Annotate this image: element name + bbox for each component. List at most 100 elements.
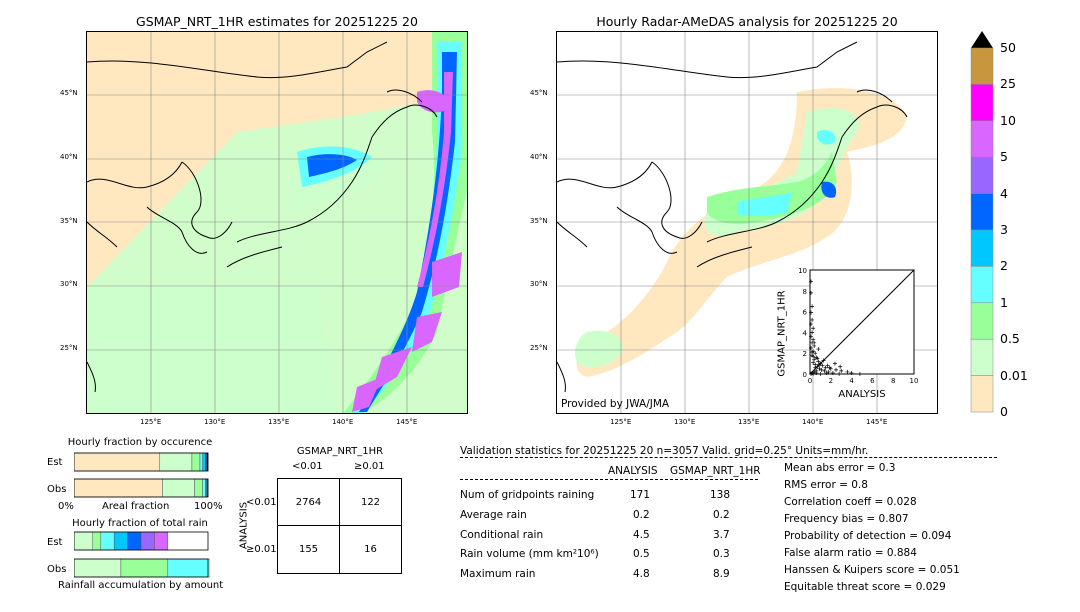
contingency-title: GSMAP_NRT_1HR (296, 446, 384, 457)
scatter-y-tick: 0 (803, 371, 807, 379)
scatter-point (811, 326, 816, 331)
validation-row-analysis: 0.2 (633, 509, 650, 521)
score-line: Mean abs error = 0.3 (784, 462, 896, 474)
lat-label: 45°N (530, 89, 548, 97)
validation-row-gsmap: 8.9 (713, 568, 730, 580)
colorbar-swatch (970, 229, 994, 267)
contingency-row-1: <0.01 (246, 497, 277, 508)
contingency-col-2: ≥0.01 (354, 461, 385, 472)
validation-header-divider (460, 479, 758, 480)
validation-row-label: Average rain (460, 509, 527, 521)
occurrence-bar-frame-est (74, 452, 209, 472)
occurrence-bar-segment (162, 478, 195, 498)
colorbar-swatch (970, 266, 994, 304)
colorbar-swatch (970, 302, 994, 340)
scatter-point (816, 359, 821, 364)
occurrence-bars (74, 452, 209, 498)
score-line: Equitable threat score = 0.029 (784, 581, 946, 593)
scatter-point (811, 372, 816, 376)
scatter-point (830, 370, 835, 375)
total-rain-bar-segment (167, 558, 210, 578)
scatter-point (817, 366, 822, 371)
colorbar-swatch (970, 193, 994, 231)
colorbar-swatch (970, 84, 994, 122)
scatter-point (827, 365, 832, 370)
scatter-y-tick: 2 (803, 350, 807, 358)
validation-row-analysis: 171 (630, 489, 651, 501)
scatter-point (849, 370, 854, 375)
scatter-point (838, 364, 843, 369)
contingency-row-2: ≥0.01 (246, 544, 277, 555)
colorbar-swatch (970, 47, 994, 85)
scatter-point (832, 361, 837, 366)
scatter-point (816, 347, 821, 352)
colorbar-swatch (970, 120, 994, 158)
lon-label: 145°E (866, 418, 888, 426)
contingency-cell: 16 (339, 525, 402, 574)
lat-label: 40°N (530, 153, 548, 161)
total-rain-est-label: Est (47, 537, 63, 548)
score-line: Frequency bias = 0.807 (784, 513, 909, 525)
scatter-point (810, 350, 815, 355)
contingency-cell: 155 (277, 525, 340, 574)
occurrence-tick-100: 100% (194, 501, 223, 512)
lon-label: 135°E (738, 418, 760, 426)
lon-label: 140°E (802, 418, 824, 426)
colorbar-label: 50 (1000, 40, 1016, 55)
lon-label: 135°E (268, 418, 290, 426)
scatter-point (839, 368, 844, 373)
total-rain-bar-segment (100, 531, 115, 551)
validation-title: Validation statistics for 20251225 20 n=… (460, 445, 869, 457)
scatter-point (822, 368, 827, 373)
total-rain-bar-segment (92, 531, 102, 551)
scatter-x-tick: 10 (910, 377, 919, 385)
total-rain-bars (74, 531, 210, 578)
score-line: Hanssen & Kuipers score = 0.051 (784, 564, 960, 576)
colorbar-label: 3 (1000, 222, 1008, 237)
scatter-point (812, 340, 817, 345)
occurrence-bar-segment (202, 452, 206, 472)
validation-col-gsmap: GSMAP_NRT_1HR (670, 465, 761, 477)
lon-label: 140°E (332, 418, 354, 426)
right-map-canvas (557, 32, 937, 413)
scatter-y-tick: 6 (803, 309, 808, 317)
validation-row-gsmap: 138 (710, 489, 731, 501)
validation-row-label: Maximum rain (460, 568, 536, 580)
lat-label: 30°N (530, 280, 548, 288)
colorbar-swatch (970, 375, 994, 413)
scatter-point (837, 372, 842, 376)
scatter-point (845, 369, 850, 374)
colorbar-label: 0 (1000, 404, 1008, 419)
contingency-cell: 122 (339, 478, 402, 526)
total-rain-bar-frame-est (74, 531, 209, 551)
score-line: RMS error = 0.8 (784, 479, 868, 491)
scatter-point (857, 372, 862, 376)
right-map-title: Hourly Radar-AMeDAS analysis for 2025122… (596, 14, 898, 29)
scatter-point (809, 334, 814, 339)
total-rain-xlabel: Rainfall accumulation by amount (58, 580, 224, 591)
scatter-x-tick: 4 (849, 377, 854, 385)
occurrence-title: Hourly fraction by occurence (67, 437, 213, 448)
scatter-point (809, 322, 814, 327)
total-rain-bar-frame-obs (74, 558, 209, 578)
validation-row-gsmap: 3.7 (713, 529, 730, 541)
scatter-point (812, 369, 817, 374)
scatter-y-tick: 10 (798, 267, 807, 275)
scatter-point (813, 365, 818, 370)
colorbar-label: 2 (1000, 258, 1008, 274)
total-rain-bar-segment (127, 531, 142, 551)
validation-row-analysis: 0.5 (633, 548, 650, 560)
validation-row-gsmap: 0.3 (713, 548, 730, 560)
total-rain-bar-segment (113, 531, 128, 551)
total-rain-bar-segment (74, 531, 94, 551)
left-map (86, 31, 468, 414)
lon-label: 130°E (674, 418, 696, 426)
scatter-diagonal (809, 269, 915, 375)
colorbar-swatch (970, 338, 994, 376)
colorbar-arrow (971, 31, 993, 48)
total-rain-title: Hourly fraction of total rain (72, 518, 208, 529)
scatter-point (810, 304, 815, 309)
scatter-point (811, 337, 816, 342)
occurrence-bar-segment (194, 478, 203, 498)
scatter-xlabel: ANALYSIS (838, 389, 886, 400)
